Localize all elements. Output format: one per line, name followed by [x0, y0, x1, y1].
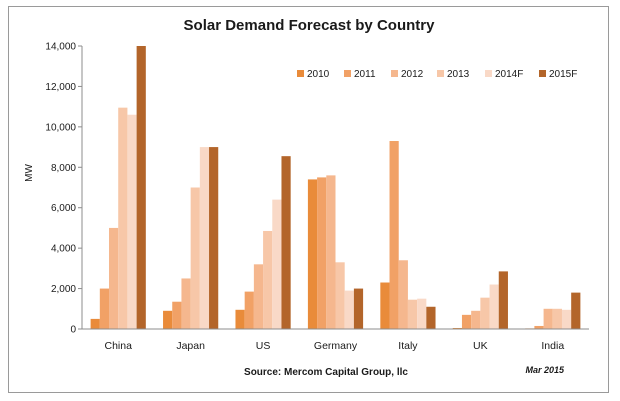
bar-2013-uk — [480, 297, 490, 329]
bar-2015f-japan — [209, 147, 219, 329]
legend-label: 2013 — [447, 69, 470, 80]
x-tick-label: China — [104, 340, 132, 352]
x-tick-label: Italy — [398, 340, 418, 352]
y-tick-label: 6,000 — [51, 203, 76, 214]
bar-2014f-italy — [417, 298, 427, 329]
legend-swatch — [539, 70, 546, 77]
bar-2015f-germany — [353, 288, 364, 329]
bar-2011-india — [534, 325, 544, 329]
x-tick-label: UK — [473, 340, 488, 352]
bar-2013-india — [552, 308, 562, 329]
bar-2013-italy — [407, 299, 418, 329]
x-tick-label: US — [256, 340, 271, 352]
bar-2015f-italy — [426, 306, 436, 329]
bar-2012-china — [109, 227, 119, 329]
bar-2014f-uk — [489, 284, 499, 329]
legend-swatch — [391, 70, 398, 77]
x-tick-label: Japan — [176, 340, 205, 352]
legend: 2010 2011 2012 2013 2014F 2015F — [297, 69, 577, 80]
legend-swatch — [297, 70, 304, 77]
bar-2011-uk — [461, 314, 472, 329]
bar-2015f-india — [571, 292, 581, 329]
y-tick-label: 14,000 — [45, 42, 76, 53]
x-tick-label: India — [541, 340, 564, 352]
bar-2010-us — [235, 309, 245, 329]
bar-2012-italy — [398, 260, 408, 329]
bar-2011-germany — [317, 177, 327, 329]
y-tick-label: 4,000 — [51, 244, 76, 255]
date-note: Mar 2015 — [525, 365, 565, 375]
y-axis-label: MW — [24, 164, 35, 182]
bar-2013-japan — [190, 187, 200, 329]
y-tick-label: 10,000 — [45, 122, 76, 133]
bar-2010-china — [90, 318, 100, 329]
bar-2011-china — [99, 288, 110, 329]
legend-label: 2010 — [307, 69, 330, 80]
legend-swatch — [344, 70, 351, 77]
bar-2014f-china — [127, 114, 137, 329]
bar-2014f-japan — [199, 147, 210, 329]
bar-2014f-us — [272, 199, 282, 329]
legend-swatch — [437, 70, 444, 77]
bar-2012-germany — [326, 175, 336, 329]
bar-2010-italy — [380, 282, 390, 329]
legend-label: 2014F — [495, 69, 523, 80]
bar-2010-uk — [452, 327, 462, 329]
y-axis: 0 2,000 4,000 6,000 8,000 10,000 12,000 14,000 — [45, 42, 83, 336]
chart-frame: Solar Demand Forecast by Country MW 0 2,0… — [8, 6, 609, 393]
bar-2012-india — [543, 308, 553, 329]
source-note: Source: Mercom Capital Group, llc — [244, 367, 408, 378]
bar-2014f-germany — [344, 290, 354, 329]
legend-label: 2011 — [354, 69, 376, 80]
y-tick-label: 8,000 — [51, 163, 76, 174]
chart-title: Solar Demand Forecast by Country — [184, 17, 436, 34]
bar-2014f-india — [561, 309, 572, 329]
legend-swatch — [485, 70, 492, 77]
bar-2011-us — [244, 291, 254, 329]
bar-2012-us — [253, 264, 264, 329]
bar-2015f-us — [281, 156, 291, 329]
bar-2011-japan — [172, 301, 182, 329]
chart-svg: Solar Demand Forecast by Country MW 0 2,0… — [24, 17, 589, 378]
legend-label: 2015F — [549, 69, 577, 80]
bar-2015f-china — [136, 46, 146, 329]
x-axis: China Japan US Germany Italy UK India — [82, 328, 589, 352]
y-tick-label: 12,000 — [45, 82, 76, 93]
bar-2013-us — [263, 230, 273, 329]
bar-2015f-uk — [498, 271, 508, 329]
x-tick-label: Germany — [314, 340, 358, 352]
bar-2013-china — [118, 107, 128, 330]
y-tick-label: 2,000 — [51, 284, 76, 295]
bar-2011-italy — [389, 141, 399, 329]
bars-group — [90, 46, 581, 330]
bar-2010-germany — [307, 179, 318, 329]
bar-2013-germany — [335, 262, 345, 329]
bar-2012-japan — [181, 278, 191, 329]
y-tick-label: 0 — [70, 325, 76, 336]
legend-label: 2012 — [401, 69, 424, 80]
bar-2012-uk — [471, 310, 481, 329]
bar-2010-japan — [163, 310, 173, 329]
